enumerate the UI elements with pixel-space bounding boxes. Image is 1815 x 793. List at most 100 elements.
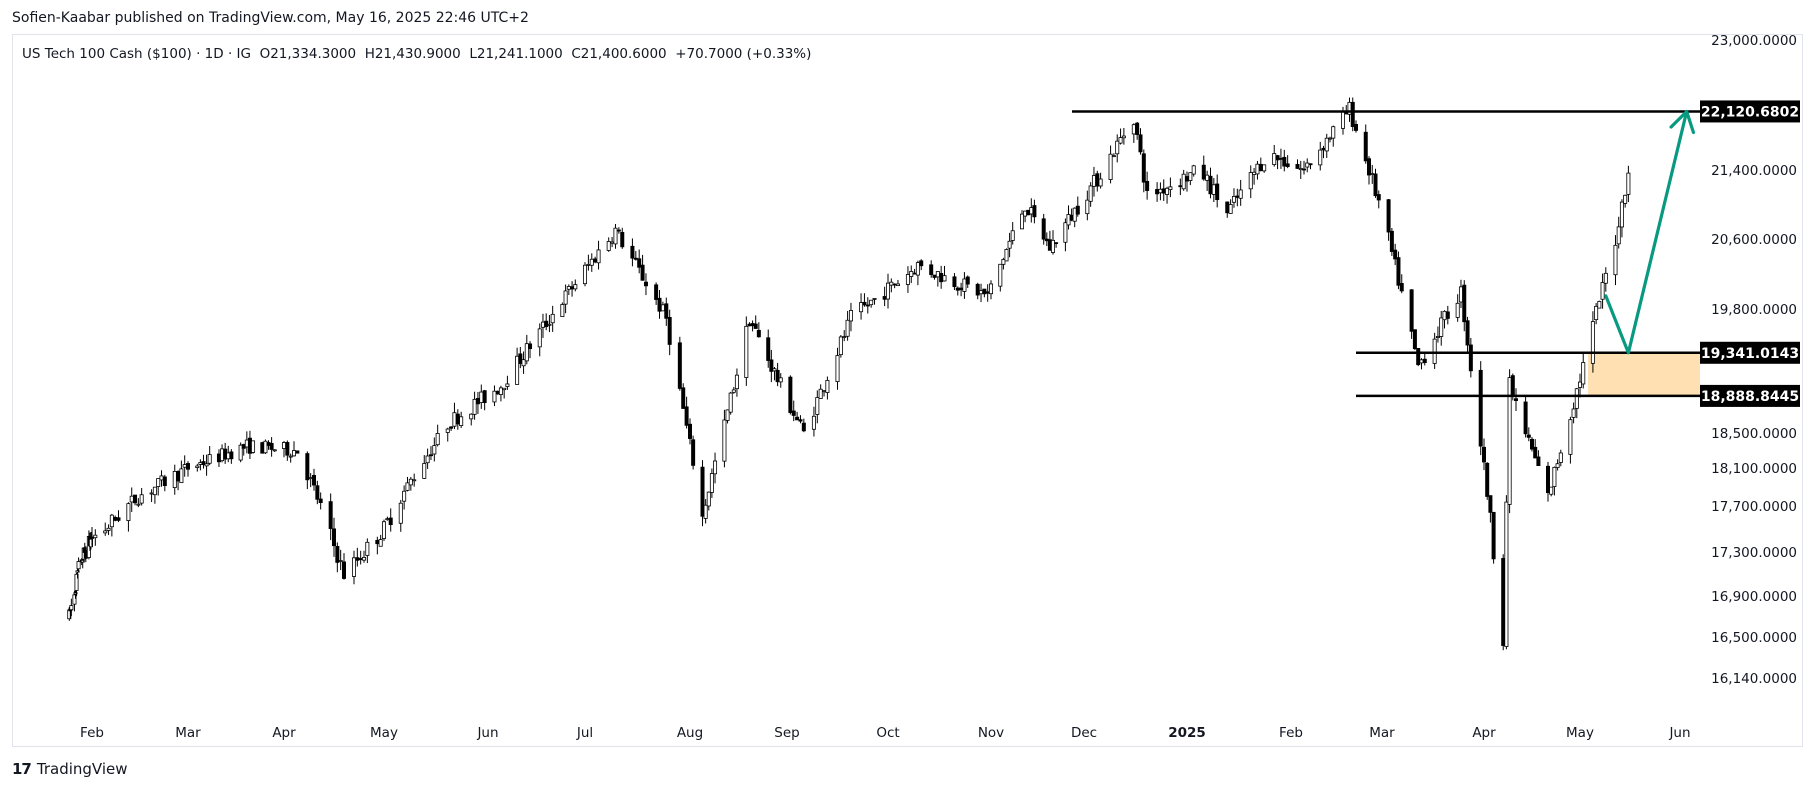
candle-body: [744, 325, 749, 378]
level-badge: [1700, 341, 1800, 364]
y-tick-label: 23,000.0000: [1711, 33, 1797, 49]
candle-body: [700, 466, 705, 517]
chart-frame: [12, 34, 1803, 747]
x-tick-label: Jul: [576, 725, 593, 741]
candle-body: [1211, 184, 1216, 195]
candle-body: [156, 478, 161, 487]
candle-body: [815, 397, 820, 415]
candle-body: [935, 271, 940, 278]
candle-body: [722, 419, 727, 462]
candle-body: [929, 264, 934, 275]
candle-body: [747, 323, 752, 327]
candle-body: [152, 486, 157, 496]
x-tick-label: Feb: [1279, 725, 1303, 741]
candle-body: [351, 557, 356, 577]
candle-body: [207, 454, 212, 464]
candle-body: [630, 245, 635, 259]
candle-body: [1445, 311, 1450, 319]
candle-body: [126, 503, 131, 521]
candle-body: [1462, 284, 1467, 323]
x-tick-label: Mar: [1369, 725, 1395, 741]
candle-body: [1619, 201, 1624, 228]
brand-name: TradingView: [36, 760, 128, 778]
candle-body: [1416, 348, 1421, 366]
candle-body: [1546, 465, 1551, 494]
candle-body: [677, 342, 682, 389]
candle-body: [1623, 194, 1628, 204]
candle-body: [1285, 163, 1290, 167]
candle-body: [845, 319, 850, 337]
candle-body: [620, 231, 625, 248]
level-badge-label: 22,120.6802: [1701, 104, 1799, 120]
candle-body: [909, 271, 914, 277]
candle-body: [1439, 317, 1444, 337]
candle-body: [315, 485, 320, 500]
x-tick-label: Mar: [175, 725, 201, 741]
candle-body: [1088, 185, 1093, 202]
candle-body: [291, 450, 296, 457]
candle-body: [1308, 163, 1313, 166]
candle-body: [149, 492, 154, 495]
candle-body: [713, 460, 718, 475]
candle-body: [566, 286, 571, 290]
candle-body: [375, 539, 380, 545]
candle-body: [1341, 110, 1346, 129]
candle-body: [1555, 463, 1560, 468]
candle-body: [835, 355, 840, 383]
candle-body: [869, 299, 874, 306]
candle-body: [1063, 222, 1068, 243]
candle-body: [1238, 189, 1243, 199]
candle-body: [706, 491, 711, 507]
candle-body: [1435, 336, 1440, 338]
candle-body: [1574, 388, 1579, 409]
candle-body: [681, 387, 686, 409]
candle-body: [882, 296, 887, 300]
candle-body: [335, 545, 340, 563]
footer-branding[interactable]: 17 TradingView: [12, 760, 128, 778]
candle-body: [498, 387, 503, 396]
candle-body: [544, 320, 549, 328]
candle-body: [90, 536, 95, 539]
candle-body: [1131, 124, 1136, 135]
tradingview-logo-icon: 17: [12, 760, 32, 778]
legend-low: L21,241.1000: [469, 46, 563, 62]
candle-body: [1510, 375, 1515, 398]
candle-body: [176, 471, 181, 482]
candle-body: [688, 423, 693, 439]
candle-body: [251, 440, 256, 453]
candle-body: [616, 229, 621, 232]
candle-body: [825, 379, 830, 393]
candle-body: [479, 391, 484, 403]
candle-body: [1530, 438, 1535, 450]
candle-body: [422, 463, 427, 479]
x-tick-label: Jun: [1668, 725, 1690, 741]
publisher-line: Sofien-Kaabar published on TradingView.c…: [12, 10, 529, 26]
candle-body: [398, 502, 403, 524]
candle-body: [331, 528, 336, 547]
candle-body: [1075, 205, 1080, 215]
candle-body: [1399, 283, 1404, 292]
candle-body: [1098, 178, 1103, 187]
candle-layer: [67, 97, 1631, 651]
candle-body: [524, 343, 529, 362]
candle-body: [1318, 149, 1323, 166]
candle-body: [684, 406, 689, 426]
candle-body: [1386, 199, 1391, 233]
candle-body: [116, 517, 121, 521]
candle-body: [1188, 172, 1193, 181]
candle-body: [985, 291, 990, 294]
candle-body: [1376, 194, 1381, 201]
candle-body: [318, 498, 323, 504]
candle-body: [405, 482, 410, 491]
level-badge-label: 18,888.8445: [1701, 389, 1799, 405]
candle-body: [965, 276, 970, 285]
candle-body: [305, 453, 310, 481]
y-tick-label: 17,300.0000: [1711, 545, 1797, 561]
candle-body: [475, 398, 480, 405]
candle-body: [328, 501, 333, 529]
candle-body: [1145, 180, 1150, 191]
candle-body: [518, 353, 523, 364]
candle-body: [295, 450, 300, 454]
candle-body: [886, 282, 891, 300]
